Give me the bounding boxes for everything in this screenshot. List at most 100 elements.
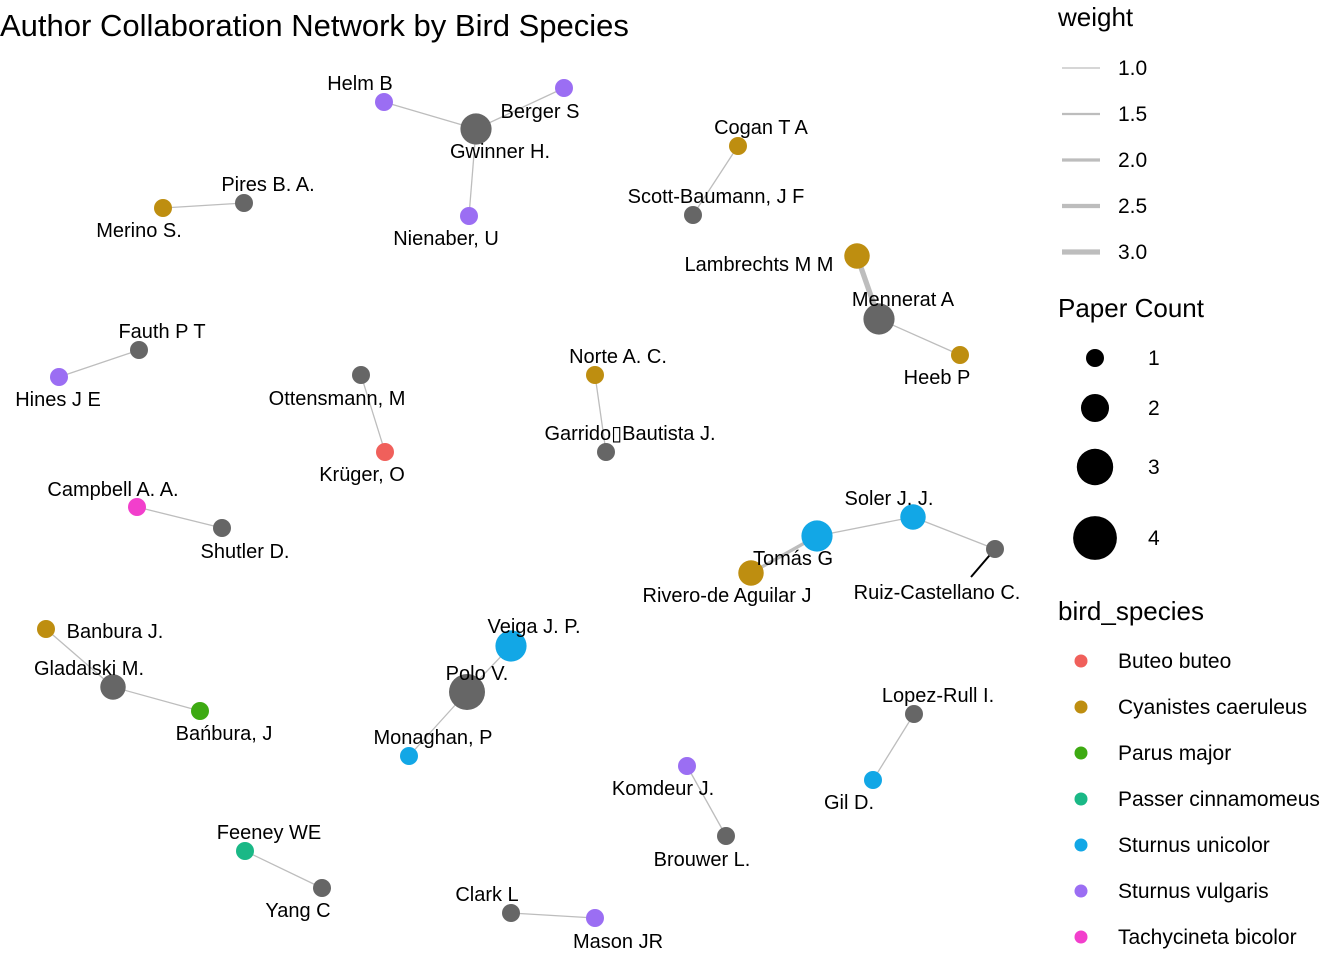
node-fauth-p-t[interactable] (130, 341, 148, 359)
legend-bird-species-key-cyanistes-caeruleus (1074, 700, 1088, 714)
node-layer (37, 79, 1004, 927)
node-brouwer-l[interactable] (717, 827, 735, 845)
node-ottensmann-m[interactable] (352, 366, 370, 384)
node-yang-c[interactable] (313, 879, 331, 897)
legend-bird-species-label-tachycineta-bicolor: Tachycineta bicolor (1118, 926, 1297, 949)
node-label-polo-v: Polo V. (446, 663, 509, 685)
legend-bird-species-key-parus-major (1074, 746, 1088, 760)
node-label-feeney-we: Feeney WE (217, 822, 321, 844)
node-campbell-a-a[interactable] (128, 498, 146, 516)
node-label-norte-a-c: Norte A. C. (569, 346, 667, 368)
edge-norte-a-c--garrido-bautista-j (594, 374, 607, 453)
node-hines-j-e[interactable] (50, 368, 68, 386)
node-berger-s[interactable] (555, 79, 573, 97)
node-merino-s[interactable] (154, 199, 172, 217)
legend-bird-species-key-buteo-buteo (1074, 654, 1088, 668)
legend-weight-label-3-0: 3.0 (1118, 241, 1147, 264)
node-label-yang-c: Yang C (265, 900, 330, 922)
edge-campbell-a-a--shutler-d (136, 506, 223, 529)
node-label-lambrechts-m-m: Lambrechts M M (685, 254, 834, 276)
edge-berger-s--gwinner-h (475, 87, 565, 130)
legend-bird-species-key-tachycineta-bicolor (1074, 930, 1088, 944)
legend-bird-species-label-sturnus-vulgaris: Sturnus vulgaris (1118, 880, 1269, 903)
node-label-berger-s: Berger S (501, 101, 580, 123)
legend-paper-count-key-2 (1080, 393, 1110, 423)
node-gladalski-m[interactable] (100, 674, 126, 700)
node-gwinner-h[interactable] (460, 113, 492, 145)
legend-bird-species-label-parus-major: Parus major (1118, 742, 1231, 765)
node-toma-s-g[interactable] (801, 520, 833, 552)
node-mennerat-a[interactable] (863, 303, 895, 335)
node-label-kru-ger-o: Krüger, O (319, 464, 405, 486)
node-scott-baumann-j-f[interactable] (684, 206, 702, 224)
edge-layer (45, 87, 996, 919)
node-norte-a-c[interactable] (586, 366, 604, 384)
node-mason-jr[interactable] (586, 909, 604, 927)
node-label-merino-s: Merino S. (96, 220, 182, 242)
node-clark-l[interactable] (502, 904, 520, 922)
node-feeney-we[interactable] (236, 842, 254, 860)
edge-merino-s--pires-b-a (162, 202, 245, 209)
node-ban-bura-j[interactable] (191, 702, 209, 720)
edge-hines-j-e--fauth-p-t (58, 349, 140, 378)
edge-helm-b--gwinner-h (383, 101, 477, 130)
node-label-scott-baumann-j-f: Scott-Baumann, J F (628, 186, 805, 208)
chart-title: Author Collaboration Network by Bird Spe… (0, 8, 629, 43)
legend-paper-count-label-2: 2 (1148, 397, 1160, 420)
node-veiga-j-p[interactable] (495, 630, 527, 662)
node-nienaber-u[interactable] (460, 207, 478, 225)
node-label-lopez-rull-i: Lopez-Rull I. (882, 685, 994, 707)
node-label-pires-b-a: Pires B. A. (221, 174, 314, 196)
legend-paper-count-label-1: 1 (1148, 347, 1160, 370)
node-garrido-bautista-j[interactable] (597, 443, 615, 461)
node-label-mennerat-a: Mennerat A (852, 289, 955, 311)
node-rivero-de-aguilar-j[interactable] (738, 560, 764, 586)
node-label-gil-d: Gil D. (824, 792, 874, 814)
edge-toma-s-g--soler-j-j (816, 516, 914, 537)
node-label-clark-l: Clark L (455, 884, 518, 906)
edge-feeney-we--yang-c (244, 850, 323, 889)
node-ruiz-castellano-c[interactable] (986, 540, 1004, 558)
node-label-hines-j-e: Hines J E (15, 389, 101, 411)
node-kru-ger-o[interactable] (376, 443, 394, 461)
node-lopez-rull-i[interactable] (905, 705, 923, 723)
legend-bird-species-key-sturnus-unicolor (1074, 838, 1088, 852)
node-label-fauth-p-t: Fauth P T (118, 321, 205, 343)
edge-soler-j-j--ruiz-castellano-c (912, 516, 996, 550)
edge-komdeur-j--brouwer-l (686, 765, 727, 837)
legend-weight-label-2-5: 2.5 (1118, 195, 1147, 218)
edge-ottensmann-m--kru-ger-o (360, 374, 386, 453)
node-label-rivero-de-aguilar-j: Rivero-de Aguilar J (643, 585, 812, 607)
node-label-banbura-j: Banbura J. (67, 621, 164, 643)
node-heeb-p[interactable] (951, 346, 969, 364)
legend-paper-count-key-3 (1076, 448, 1114, 486)
node-gil-d[interactable] (864, 771, 882, 789)
node-monaghan-p[interactable] (400, 747, 418, 765)
node-polo-v[interactable] (449, 674, 485, 710)
node-label-campbell-a-a: Campbell A. A. (47, 479, 178, 501)
legend-paper-count-label-3: 3 (1148, 456, 1160, 479)
node-label-mason-jr: Mason JR (573, 931, 663, 953)
node-label-gwinner-h: Gwinner H. (450, 141, 550, 163)
node-lambrechts-m-m[interactable] (844, 243, 870, 269)
node-pires-b-a[interactable] (235, 194, 253, 212)
node-helm-b[interactable] (375, 93, 393, 111)
legend-paper-count-key-4 (1073, 516, 1117, 560)
legend-paper-count-key-1 (1086, 349, 1104, 367)
node-label-monaghan-p: Monaghan, P (374, 727, 493, 749)
edge-lopez-rull-i--gil-d (872, 713, 915, 781)
node-cogan-t-a[interactable] (729, 137, 747, 155)
edge-gladalski-m--ban-bura-j (112, 686, 201, 712)
legend-weight-title: weight (1057, 2, 1134, 32)
legend-bird-species-label-sturnus-unicolor: Sturnus unicolor (1118, 834, 1270, 857)
legend-paper-count-title: Paper Count (1058, 293, 1205, 323)
node-shutler-d[interactable] (213, 519, 231, 537)
node-soler-j-j[interactable] (900, 504, 926, 530)
edge-cogan-t-a--scott-baumann-j-f (692, 145, 739, 216)
node-label-gladalski-m: Gladalski M. (34, 658, 144, 680)
legend-bird-species-key-sturnus-vulgaris (1074, 884, 1088, 898)
node-komdeur-j[interactable] (678, 757, 696, 775)
legend-bird-species-label-cyanistes-caeruleus: Cyanistes caeruleus (1118, 696, 1307, 719)
node-label-ruiz-castellano-c: Ruiz-Castellano C. (854, 582, 1021, 604)
node-banbura-j[interactable] (37, 620, 55, 638)
